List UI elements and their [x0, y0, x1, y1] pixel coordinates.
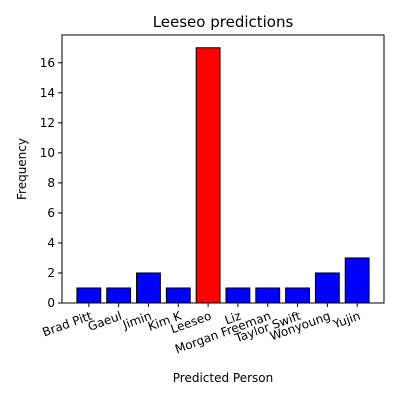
bar-leeseo [195, 47, 221, 304]
y-tick-label: 12 [40, 116, 55, 130]
y-tick-label: 2 [47, 266, 55, 280]
bar-kim-k [165, 287, 191, 304]
plot-frame [61, 34, 385, 304]
y-tick-label: 14 [40, 86, 55, 100]
y-tick-label: 16 [40, 56, 55, 70]
bar-jimin [136, 272, 161, 304]
bar-morgan-freeman [255, 287, 281, 304]
x-axis-label: Predicted Person [173, 371, 273, 385]
chart-title: Leeseo predictions [153, 13, 294, 31]
y-tick-label: 10 [40, 146, 55, 160]
y-axis-label: Frequency [15, 138, 29, 200]
bar-wonyoung [314, 272, 340, 304]
bar-taylor-swift [285, 287, 310, 304]
y-tick-label: 0 [47, 296, 55, 310]
bar-brad-pitt [76, 287, 102, 304]
bar-liz [225, 287, 251, 304]
x-tick-label: Liz [223, 309, 243, 328]
y-tick-label: 4 [47, 236, 55, 250]
x-tick-label: Wonyoung [268, 309, 332, 344]
bar-yujin [344, 257, 370, 304]
y-tick-label: 6 [47, 206, 55, 220]
bar-gaeul [106, 287, 132, 304]
x-tick-label: Gaeul [86, 309, 124, 334]
x-tick-label: Yujin [330, 309, 362, 332]
y-tick-label: 8 [47, 176, 55, 190]
x-tick-label: Brad Pitt [41, 309, 95, 340]
